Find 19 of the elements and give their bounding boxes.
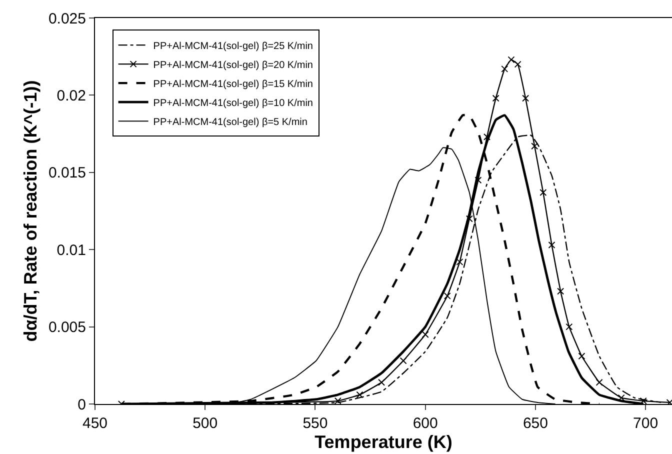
y-axis-title: dα/dT, Rate of reaction (K^(-1)) xyxy=(20,80,41,342)
x-tick-label: 550 xyxy=(302,415,328,432)
x-tick-label: 650 xyxy=(522,415,548,432)
y-tick-label: 0 xyxy=(78,396,86,414)
legend-label: PP+Al-MCM-41(sol-gel) β=5 K/min xyxy=(153,116,308,128)
y-tick-label: 0.005 xyxy=(48,319,86,336)
y-tick-label: 0.015 xyxy=(48,164,86,182)
x-tick-label: 700 xyxy=(633,415,658,432)
x-tick-label: 600 xyxy=(412,415,438,432)
y-tick-label: 0.01 xyxy=(56,242,86,259)
x-tick-label: 450 xyxy=(82,415,108,432)
y-tick-label: 0.02 xyxy=(56,87,86,104)
legend-label: PP+Al-MCM-41(sol-gel) β=20 K/min xyxy=(153,60,313,71)
legend-label: PP+Al-MCM-41(sol-gel) β=10 K/min xyxy=(153,98,313,109)
y-tick-label: 0.025 xyxy=(48,10,86,28)
legend-label: PP+Al-MCM-41(sol-gel) β=25 K/min xyxy=(153,40,313,52)
legend-label: PP+Al-MCM-41(sol-gel) β=15 K/min xyxy=(153,78,313,90)
x-tick-label: 500 xyxy=(192,415,218,432)
x-axis-title: Temperature (K) xyxy=(314,432,452,452)
